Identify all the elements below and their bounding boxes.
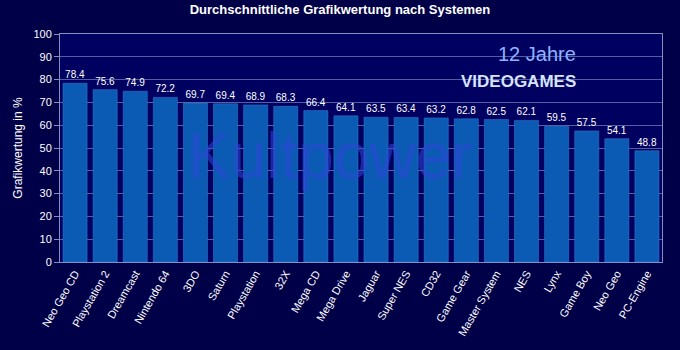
svg-text:50: 50 [40,142,52,154]
svg-text:62.1: 62.1 [517,106,537,117]
svg-text:Neo Geo CD: Neo Geo CD [40,268,82,329]
svg-text:100: 100 [33,28,51,40]
svg-text:72.2: 72.2 [155,83,175,94]
svg-text:70: 70 [40,96,52,108]
svg-text:Neo Geo: Neo Geo [591,268,623,312]
svg-text:Playstation 2: Playstation 2 [70,268,112,329]
svg-text:40: 40 [40,165,52,177]
svg-text:Super NES: Super NES [375,268,413,322]
svg-text:75.6: 75.6 [95,76,115,87]
svg-text:80: 80 [40,73,52,85]
svg-text:59.5: 59.5 [547,112,567,123]
svg-text:62.5: 62.5 [486,106,506,117]
svg-text:Kultpower: Kultpower [188,120,473,192]
svg-text:62.8: 62.8 [456,105,476,116]
svg-text:10: 10 [40,233,52,245]
svg-text:Dreamcast: Dreamcast [105,268,142,320]
svg-text:Game Gear: Game Gear [434,268,473,324]
svg-text:Master System: Master System [456,268,503,338]
svg-text:20: 20 [40,210,52,222]
svg-text:Playstation: Playstation [225,268,262,321]
svg-text:NES: NES [511,268,533,294]
svg-text:90: 90 [40,51,52,63]
svg-text:Mega CD: Mega CD [289,268,323,314]
svg-text:69.7: 69.7 [185,89,205,100]
svg-text:57.5: 57.5 [577,117,597,128]
svg-text:60: 60 [40,119,52,131]
svg-text:74.9: 74.9 [125,77,145,88]
svg-text:69.4: 69.4 [216,90,236,101]
svg-text:CD32: CD32 [418,268,442,298]
svg-text:Jaguar: Jaguar [355,268,382,303]
svg-text:Grafikwertung in %: Grafikwertung in % [11,97,25,199]
svg-text:Durchschnittliche Grafikwertun: Durchschnittliche Grafikwertung nach Sys… [190,2,491,17]
svg-text:PC-Engine: PC-Engine [616,268,653,320]
svg-text:63.5: 63.5 [366,103,386,114]
svg-text:Mega Drive: Mega Drive [314,268,353,323]
svg-text:78.4: 78.4 [65,69,85,80]
svg-text:0: 0 [46,256,52,268]
svg-text:3DO: 3DO [180,268,202,294]
svg-text:Nintendo 64: Nintendo 64 [132,268,172,325]
svg-text:68.3: 68.3 [276,92,296,103]
svg-text:Lynx: Lynx [541,268,563,294]
svg-text:64.1: 64.1 [336,102,356,113]
svg-text:30: 30 [40,187,52,199]
svg-text:68.9: 68.9 [246,91,266,102]
svg-text:63.2: 63.2 [426,104,446,115]
svg-text:VIDEOGAMES: VIDEOGAMES [461,72,576,91]
svg-text:32X: 32X [272,268,293,292]
svg-text:12 Jahre: 12 Jahre [498,43,576,65]
svg-text:63.4: 63.4 [396,103,416,114]
svg-text:54.1: 54.1 [607,125,627,136]
svg-text:Game Boy: Game Boy [557,268,594,319]
svg-text:66.4: 66.4 [306,97,326,108]
svg-text:48.8: 48.8 [637,137,657,148]
svg-text:Saturn: Saturn [205,268,232,302]
